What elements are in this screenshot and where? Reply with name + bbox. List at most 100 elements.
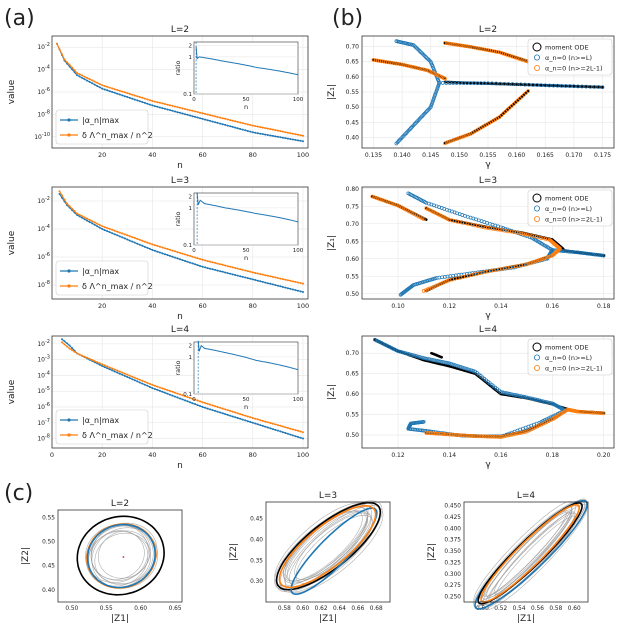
b2-data-point xyxy=(585,251,590,256)
a1-data-point xyxy=(297,133,299,136)
a2-data-point xyxy=(83,218,86,221)
b3-data-point xyxy=(478,434,483,439)
b1-data-point xyxy=(390,60,394,65)
a2-legend-label: δ Λ^n_max / n^2 xyxy=(82,282,153,291)
a3-data-point xyxy=(184,395,186,398)
a2-data-point xyxy=(171,255,174,258)
a3-data-point xyxy=(196,399,199,402)
a2-data-point xyxy=(103,229,106,232)
a3-ytick-label: 10-5 xyxy=(37,386,50,395)
a3-data-point xyxy=(181,394,184,397)
a3-data-point xyxy=(163,388,166,391)
b2-data-point xyxy=(410,211,415,216)
a3-data-point xyxy=(244,419,247,422)
a1-data-point xyxy=(286,131,289,134)
a3-data-point xyxy=(284,432,287,434)
b2-data-point xyxy=(581,251,586,255)
a3-data-point xyxy=(68,344,71,347)
a3-data-point xyxy=(269,422,272,424)
a2-data-point xyxy=(93,223,96,226)
b3-xtick-label: 0.20 xyxy=(597,452,611,459)
b3-data-point xyxy=(517,431,522,436)
b1-data-point xyxy=(381,59,386,64)
c3-xlabel: |Z1| xyxy=(517,614,535,624)
a3-data-point xyxy=(266,426,269,429)
a1-data-point xyxy=(246,130,249,132)
b3-title: L=4 xyxy=(479,325,498,335)
a1-data-point xyxy=(236,120,239,123)
a3-data-point xyxy=(214,409,217,412)
a3-data-point xyxy=(136,380,139,383)
a3-data-point xyxy=(191,402,194,405)
b3-data-point xyxy=(506,433,511,438)
a3-data-point xyxy=(143,380,146,383)
b3-data-point xyxy=(464,433,468,438)
b2-data-point xyxy=(414,282,419,286)
a3-data-point xyxy=(103,366,106,369)
a1-data-point xyxy=(289,132,292,135)
b2-data-point xyxy=(413,282,417,287)
c1-gray-trajectory xyxy=(97,530,150,579)
a3-data-point xyxy=(103,364,106,367)
b1-data-point xyxy=(576,84,580,89)
a3-inset-xtick-label: 0 xyxy=(192,397,196,403)
a1-data-point xyxy=(68,63,71,66)
b1-data-point xyxy=(485,48,490,52)
b3-data-point xyxy=(500,390,505,395)
b1-data-point xyxy=(465,133,469,137)
a1-data-point xyxy=(81,76,84,79)
b3-data-point xyxy=(497,435,501,439)
b3-data-point xyxy=(434,358,439,363)
a3-inset-xtick-label: 100 xyxy=(293,397,304,403)
b3-data-point xyxy=(449,432,454,437)
a1-data-point xyxy=(266,134,269,136)
a3-data-point xyxy=(118,370,121,373)
b1-data-point xyxy=(543,83,548,88)
a2-legend: |α_n|max δ Λ^n_max / n^2 xyxy=(55,260,153,296)
a1-data-point xyxy=(256,132,259,135)
a3-data-point xyxy=(146,381,149,384)
a3-inset-ytick-label: 0.1 xyxy=(183,392,192,398)
a1-inset-xtick-label: 0 xyxy=(192,97,196,103)
b3-data-point xyxy=(487,434,492,439)
a1-data-point xyxy=(234,126,237,129)
a2-data-point xyxy=(276,284,279,287)
a3-xtick-label: 0 xyxy=(50,451,54,459)
a2-data-point xyxy=(169,254,171,257)
a1-data-point xyxy=(148,103,151,106)
b2-data-point xyxy=(544,255,549,260)
a1-data-point xyxy=(186,113,189,116)
c1-xtick-label: 0.50 xyxy=(65,606,78,612)
a1-xlabel: n xyxy=(177,161,183,171)
b2-data-point xyxy=(440,281,444,286)
b3-data-point xyxy=(506,391,511,396)
b1-data-point xyxy=(567,84,572,88)
a3-data-point xyxy=(254,417,257,420)
a2-data-point xyxy=(256,272,259,275)
b1-xtick-label: 0.140 xyxy=(393,152,410,159)
a1-data-point xyxy=(73,69,76,72)
a3-data-point xyxy=(216,410,219,413)
b1-data-point xyxy=(490,81,494,86)
a3-data-point xyxy=(113,368,116,371)
a3-data-point xyxy=(246,420,249,423)
b1-data-point xyxy=(431,98,436,103)
a2-frame xyxy=(51,186,309,300)
b2-data-point xyxy=(381,198,386,203)
b2-data-point xyxy=(420,216,424,221)
b3-data-point xyxy=(442,360,446,365)
a2-data-point xyxy=(289,287,292,290)
a3-data-point xyxy=(138,381,141,384)
b3-data-point xyxy=(431,358,435,362)
a2-data-point xyxy=(289,279,292,282)
b2-data-point xyxy=(405,208,410,213)
a3-data-point xyxy=(302,431,304,434)
a3-data-point xyxy=(236,417,239,419)
a1-ytick-label: 10-6 xyxy=(37,87,50,96)
c3-ylabel: |Z2| xyxy=(427,543,437,561)
b2-series-curve xyxy=(425,206,565,293)
b2-data-point xyxy=(539,236,543,240)
a3-data-point xyxy=(281,425,284,428)
a1-data-point xyxy=(113,88,116,91)
a3-data-point xyxy=(249,416,252,419)
